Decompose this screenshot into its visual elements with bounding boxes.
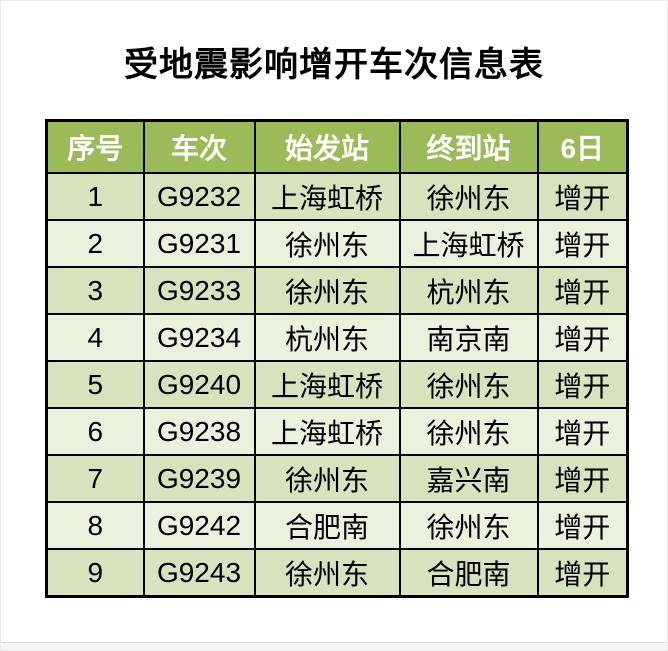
cell-index: 3: [45, 266, 145, 315]
cell-origin: 徐州东: [253, 454, 401, 503]
cell-status: 增开: [536, 501, 629, 550]
cell-index: 8: [45, 501, 145, 550]
cell-origin: 徐州东: [253, 219, 401, 268]
cell-index: 1: [45, 172, 145, 221]
cell-origin: 徐州东: [253, 548, 401, 598]
cell-index: 6: [45, 407, 145, 456]
cell-train-no: G9234: [142, 313, 256, 362]
cell-index: 4: [45, 313, 145, 362]
cell-index: 9: [45, 548, 145, 598]
cell-status: 增开: [536, 360, 629, 409]
cell-destination: 合肥南: [398, 548, 539, 598]
cell-index: 2: [45, 219, 145, 268]
table-row: 1 G9232 上海虹桥 徐州东 增开: [45, 172, 629, 221]
table-row: 9 G9243 徐州东 合肥南 增开: [45, 548, 629, 598]
cell-destination: 徐州东: [398, 501, 539, 550]
cell-origin: 徐州东: [253, 266, 401, 315]
cell-destination: 南京南: [398, 313, 539, 362]
table-row: 2 G9231 徐州东 上海虹桥 增开: [45, 219, 629, 268]
cell-status: 增开: [536, 313, 629, 362]
header-cell-train-no: 车次: [142, 119, 256, 174]
cell-destination: 徐州东: [398, 407, 539, 456]
header-cell-date: 6日: [536, 119, 629, 174]
cell-status: 增开: [536, 407, 629, 456]
table-row: 3 G9233 徐州东 杭州东 增开: [45, 266, 629, 315]
cell-origin: 合肥南: [253, 501, 401, 550]
cell-train-no: G9232: [142, 172, 256, 221]
cell-destination: 徐州东: [398, 360, 539, 409]
cell-destination: 上海虹桥: [398, 219, 539, 268]
table-row: 7 G9239 徐州东 嘉兴南 增开: [45, 454, 629, 503]
cell-origin: 上海虹桥: [253, 407, 401, 456]
cell-origin: 上海虹桥: [253, 360, 401, 409]
cell-origin: 杭州东: [253, 313, 401, 362]
cell-status: 增开: [536, 548, 629, 598]
cell-index: 5: [45, 360, 145, 409]
cell-status: 增开: [536, 266, 629, 315]
cell-status: 增开: [536, 454, 629, 503]
cell-status: 增开: [536, 172, 629, 221]
table-row: 6 G9238 上海虹桥 徐州东 增开: [45, 407, 629, 456]
cell-train-no: G9238: [142, 407, 256, 456]
cell-status: 增开: [536, 219, 629, 268]
header-row: 序号 车次 始发站 终到站 6日: [45, 119, 629, 174]
cell-train-no: G9240: [142, 360, 256, 409]
cell-destination: 嘉兴南: [398, 454, 539, 503]
table-row: 8 G9242 合肥南 徐州东 增开: [45, 501, 629, 550]
cell-train-no: G9239: [142, 454, 256, 503]
page-bottom-edge: [1, 642, 667, 650]
cell-destination: 徐州东: [398, 172, 539, 221]
cell-origin: 上海虹桥: [253, 172, 401, 221]
cell-train-no: G9231: [142, 219, 256, 268]
cell-destination: 杭州东: [398, 266, 539, 315]
table-row: 4 G9234 杭州东 南京南 增开: [45, 313, 629, 362]
cell-train-no: G9233: [142, 266, 256, 315]
table-row: 5 G9240 上海虹桥 徐州东 增开: [45, 360, 629, 409]
header-cell-destination: 终到站: [398, 119, 539, 174]
header-cell-origin: 始发站: [253, 119, 401, 174]
header-cell-index: 序号: [45, 119, 145, 174]
cell-train-no: G9243: [142, 548, 256, 598]
train-schedule-table: 序号 车次 始发站 终到站 6日 1 G9232 上海虹桥 徐州东 增开 2 G…: [45, 119, 629, 598]
page-title: 受地震影响增开车次信息表: [124, 46, 544, 84]
cell-train-no: G9242: [142, 501, 256, 550]
cell-index: 7: [45, 454, 145, 503]
